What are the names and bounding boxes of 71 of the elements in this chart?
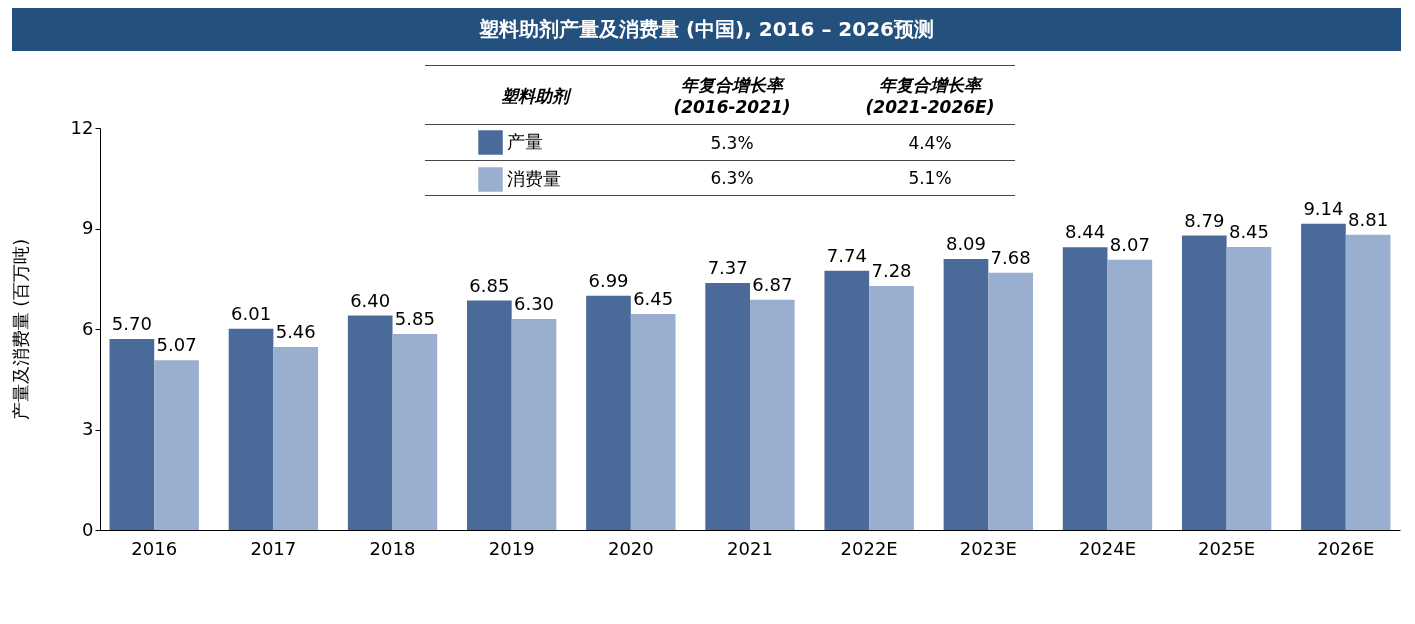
data-label: 6.87 [752,273,793,295]
y-tick-label: 9 [82,217,94,238]
y-tick-label: 3 [82,418,94,439]
bar [467,300,512,530]
annotation: 4.4% [908,133,952,153]
bar [1345,234,1391,530]
bar [1181,235,1227,530]
bar [109,339,155,530]
bar [943,258,989,530]
text: 年复合增长率 (2016-2021) [672,74,792,118]
bar [705,283,750,530]
data-label: 8.44 [1065,221,1106,243]
bar [154,360,199,530]
legend-label: 消费量 [507,167,561,189]
data-label: 6.40 [350,289,391,311]
bar [630,313,676,530]
annotation: 5.1% [908,168,952,188]
bar [869,286,914,530]
x-tick-label: 2016 [131,537,178,559]
chart-title: 塑料助剂产量及消费量 (中国), 2016 – 2026预测 [12,8,1401,51]
x-tick-label: 2023E [959,537,1017,559]
legend-label: 产量 [507,130,543,152]
data-label: 5.85 [394,308,435,330]
data-label: 6.45 [633,287,674,309]
bar [273,347,319,530]
x-tick-label: 2018 [369,537,416,559]
data-label: 6.30 [513,292,555,314]
data-label: 8.81 [1348,208,1389,230]
data-label: 5.46 [275,321,316,343]
x-tick-label: 2025E [1198,537,1256,559]
data-label: 5.07 [156,334,197,356]
data-label: 7.37 [707,257,748,279]
text: 塑料助剂 [500,85,573,107]
bar [347,315,393,530]
y-tick-label: 6 [82,317,94,339]
data-label: 7.74 [826,244,867,266]
x-tick-label: 2026E [1317,537,1375,559]
bar [392,334,438,530]
data-label: 8.45 [1228,220,1270,242]
bar [511,318,557,530]
bar [750,299,795,530]
x-tick-label: 2022E [840,537,898,559]
data-label: 8.07 [1109,233,1150,255]
data-label: 8.09 [945,232,987,254]
bar [1226,246,1272,530]
data-label: 6.85 [469,274,510,296]
x-tick-label: 2017 [250,537,297,559]
y-tick-label: 0 [82,518,94,540]
bar [1107,259,1153,530]
data-label: 8.79 [1184,209,1225,231]
bar [1301,223,1346,530]
bar [228,328,274,530]
data-label: 6.99 [588,269,629,291]
bar [824,270,870,530]
x-tick-label: 2024E [1078,537,1137,559]
annotation: 5.3% [710,133,754,153]
data-label: 7.28 [871,260,912,282]
x-tick-label: 2020 [607,537,654,559]
data-label: 6.01 [230,302,272,324]
bar [586,295,631,530]
bar [988,272,1033,530]
x-tick-label: 2021 [727,537,773,559]
data-label: 5.70 [111,313,152,335]
y-axis-title: 产量及消费量 (百万吨) [9,238,31,421]
data-label: 7.68 [990,246,1031,268]
annotation: 6.3% [710,168,754,188]
text: 年复合增长率 (2021-2026E) [864,74,996,118]
bar [1062,247,1108,530]
x-tick-label: 2019 [488,537,535,559]
y-tick-label: 12 [70,116,94,138]
data-label: 9.14 [1303,197,1344,219]
